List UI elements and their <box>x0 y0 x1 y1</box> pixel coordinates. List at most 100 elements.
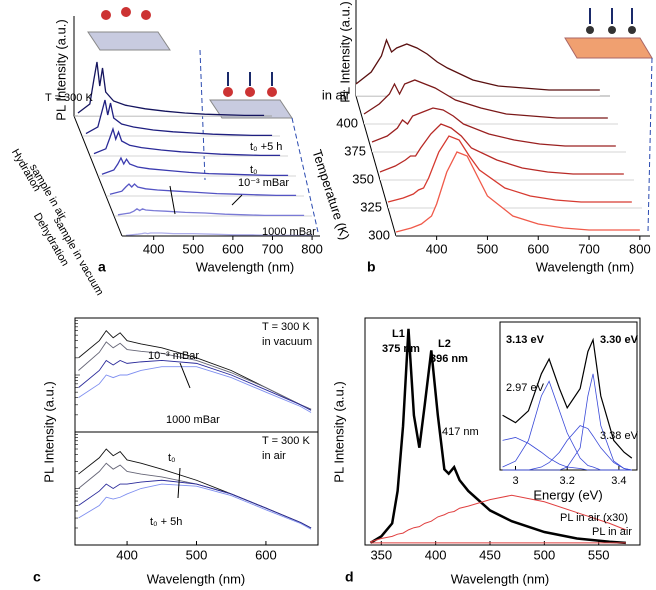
trace-backdrop <box>117 208 305 216</box>
x-tick-label: 500 <box>477 241 499 256</box>
x-tick-label: 400 <box>116 547 138 562</box>
annotation: L1 <box>392 328 405 340</box>
spectrum-line <box>125 232 313 237</box>
annotation: 396 nm <box>430 353 468 365</box>
annotation: 3.38 eV <box>600 430 639 442</box>
spectrum-line <box>78 359 312 411</box>
x-tick-label: 3 <box>512 475 518 487</box>
annotation: t₀ <box>250 164 258 176</box>
x-tick-label: 350 <box>370 547 392 562</box>
spectrum-line <box>395 151 640 233</box>
y-axis-label: PL Intensity (a.u.) <box>337 1 352 102</box>
spectrum-line <box>93 126 281 157</box>
x-axis-label: Wavelength (nm) <box>147 571 246 586</box>
annotation: T = 300 K <box>262 435 310 447</box>
z-axis-label: Temperature (K) <box>309 148 352 242</box>
x-axis-label: Wavelength (nm) <box>196 259 295 274</box>
x-tick-label: 800 <box>629 241 651 256</box>
spectrum-line <box>77 61 265 117</box>
x-tick-label: 400 <box>143 241 165 256</box>
spectrum-line <box>78 462 312 529</box>
x-tick-label: 450 <box>479 547 501 562</box>
panel-label: d <box>345 569 354 585</box>
spectrum-line <box>117 208 305 217</box>
spectrum-line <box>78 366 312 413</box>
x-tick-label: 600 <box>527 241 549 256</box>
depth-label: 300 <box>368 227 390 242</box>
depth-label: 350 <box>352 171 374 186</box>
trace-backdrop <box>396 152 640 236</box>
x-tick-label: 500 <box>182 241 204 256</box>
y-axis-label: PL Intensity (a.u.) <box>331 381 346 482</box>
annotation: t₀ +5 h <box>250 141 282 153</box>
annotation: L2 <box>438 338 451 350</box>
spectrum-line <box>387 135 632 203</box>
spectrum-line <box>78 341 312 410</box>
annotation: 2.97 eV <box>506 382 545 394</box>
x-tick-label: 500 <box>533 547 555 562</box>
y-axis-label: PL Intensity (a.u.) <box>41 381 56 482</box>
plot-frame <box>364 317 641 546</box>
y-axis-label: PL Intensity (a.u.) <box>53 19 68 120</box>
surface-icon-a1 <box>87 7 171 51</box>
x-axis-label: Wavelength (nm) <box>451 571 550 586</box>
plot-frame <box>499 321 638 471</box>
annotation: 3.30 eV <box>600 334 639 346</box>
spectrum-line <box>369 328 626 545</box>
annotation: 3.13 eV <box>506 334 545 346</box>
annotation: 1000 mBar <box>262 226 316 238</box>
spectrum-line <box>379 123 624 175</box>
annotation: T = 300 K <box>262 321 310 333</box>
annotation: in vacuum <box>262 336 312 348</box>
x-tick-label: 700 <box>262 241 284 256</box>
trace-backdrop <box>109 184 297 196</box>
arrow <box>179 362 191 389</box>
spectrum-line <box>502 373 632 471</box>
annotation: in air <box>262 450 286 462</box>
x-tick-label: 400 <box>425 547 447 562</box>
annotation: 10⁻³ mBar <box>148 350 199 362</box>
x-tick-label: 550 <box>588 547 610 562</box>
spectrum-line <box>502 380 632 471</box>
depth-label: in air <box>322 87 351 102</box>
x-tick-label: 800 <box>301 241 323 256</box>
depth-label: 375 <box>344 143 366 158</box>
annotation: t₀ <box>168 452 176 464</box>
annotation: t₀ + 5h <box>150 516 182 528</box>
trace-backdrop <box>93 129 281 156</box>
spectrum-line <box>109 183 297 197</box>
panel-label: a <box>98 259 106 275</box>
annotation: T = 300 K <box>45 92 93 104</box>
arrow <box>169 185 176 215</box>
spectrum-line <box>502 425 632 471</box>
x-tick-label: 600 <box>222 241 244 256</box>
x-tick-label: 3.4 <box>611 475 626 487</box>
annotation: 1000 mBar <box>166 414 220 426</box>
x-tick-label: 600 <box>255 547 277 562</box>
annotation: PL in air <box>592 526 632 538</box>
depth-axis <box>355 95 397 237</box>
x-tick-label: 3.2 <box>560 475 575 487</box>
spectrum-line <box>78 479 312 529</box>
x-tick-label: 400 <box>426 241 448 256</box>
panel-label: c <box>33 569 41 585</box>
spectrum-line <box>101 156 289 177</box>
spectrum-line <box>371 107 616 147</box>
depth-label: 325 <box>360 199 382 214</box>
x-axis-label: Energy (eV) <box>533 487 602 502</box>
spectrum-line <box>78 483 312 530</box>
x-tick-label: 700 <box>578 241 600 256</box>
guide-line <box>647 57 653 233</box>
spectrum-line <box>363 79 608 119</box>
annotation: 375 nm <box>382 343 420 355</box>
surface-icon-b <box>564 8 653 59</box>
annotation: 417 nm <box>442 426 479 438</box>
depth-label: 400 <box>336 115 358 130</box>
arrow <box>177 467 181 499</box>
spectrum-line <box>85 99 273 137</box>
panel-label: b <box>367 259 376 275</box>
spectrum-line <box>370 494 627 543</box>
spectrum-line <box>355 38 600 91</box>
